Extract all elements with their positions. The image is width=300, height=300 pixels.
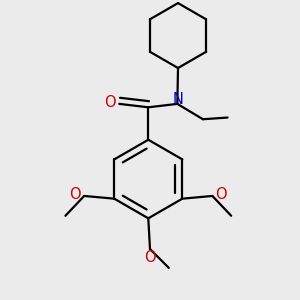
Text: O: O (104, 95, 116, 110)
Text: N: N (173, 92, 184, 107)
Text: O: O (70, 188, 81, 202)
Text: O: O (144, 250, 155, 266)
Text: O: O (215, 188, 227, 202)
